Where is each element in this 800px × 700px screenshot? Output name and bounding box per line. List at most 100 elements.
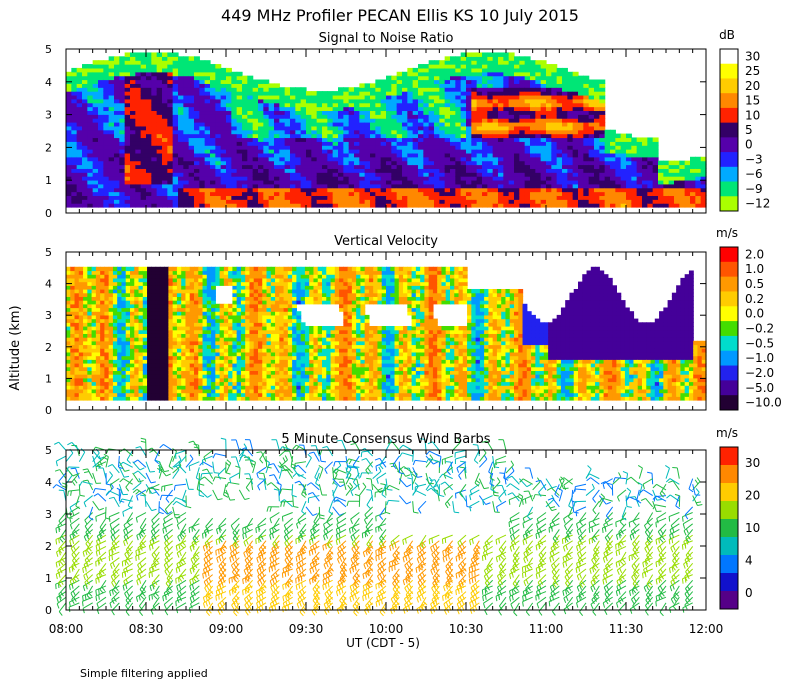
snr-cell xyxy=(327,187,334,193)
snr-cell xyxy=(108,94,115,100)
snr-cell xyxy=(322,106,328,112)
velocity-cell xyxy=(108,388,114,394)
snr-cell xyxy=(300,152,307,158)
velocity-cell xyxy=(130,374,135,379)
velocity-cell xyxy=(130,396,135,401)
snr-cell xyxy=(338,183,344,189)
snr-cell xyxy=(396,187,403,193)
snr-cell xyxy=(306,149,312,154)
snr-cell xyxy=(108,199,115,204)
snr-cell xyxy=(87,94,94,100)
snr-cell xyxy=(306,106,312,112)
snr-cell xyxy=(183,172,190,177)
snr-cell xyxy=(556,110,563,115)
velocity-cell xyxy=(168,396,174,401)
snr-cell xyxy=(204,203,211,208)
snr-cell xyxy=(439,87,446,92)
velocity-cell xyxy=(74,270,80,275)
snr-cell xyxy=(375,168,382,173)
snr-cell xyxy=(439,141,446,146)
snr-cell xyxy=(700,164,707,169)
snr-cell xyxy=(492,164,499,169)
snr-cell xyxy=(199,94,206,100)
snr-cell xyxy=(428,83,435,88)
snr-cell xyxy=(482,137,488,142)
snr-cell xyxy=(599,149,606,154)
velocity-cell xyxy=(121,340,127,346)
snr-cell xyxy=(391,145,398,150)
velocity-cell xyxy=(70,377,76,383)
snr-cell xyxy=(146,71,152,77)
velocity-cell xyxy=(87,296,93,301)
snr-cell xyxy=(588,122,595,127)
snr-cell xyxy=(535,191,542,197)
snr-cell xyxy=(103,176,110,181)
velocity-cell xyxy=(172,385,178,390)
snr-cell xyxy=(194,152,200,158)
snr-cell xyxy=(258,179,264,185)
snr-cell xyxy=(663,176,670,181)
snr-cell xyxy=(508,133,515,139)
snr-cell xyxy=(343,172,350,177)
snr-cell xyxy=(476,87,483,92)
velocity-cell xyxy=(155,303,161,309)
snr-cell xyxy=(263,176,270,181)
snr-cell xyxy=(268,110,275,115)
snr-cell xyxy=(455,179,462,185)
snr-cell xyxy=(439,64,446,69)
snr-cell xyxy=(231,137,238,142)
snr-cell xyxy=(594,160,600,166)
snr-cell xyxy=(679,164,686,169)
snr-cell xyxy=(514,114,520,119)
snr-cell xyxy=(354,156,360,162)
snr-cell xyxy=(434,187,440,193)
snr-cell xyxy=(530,168,536,173)
velocity-cell xyxy=(108,303,114,309)
snr-cell xyxy=(359,195,366,200)
snr-cell xyxy=(588,137,595,142)
snr-cell xyxy=(146,122,152,127)
snr-cell xyxy=(396,164,403,169)
snr-cell xyxy=(295,168,302,173)
snr-cell xyxy=(140,118,147,123)
snr-cell xyxy=(444,60,451,65)
snr-cell xyxy=(322,125,328,131)
snr-cell xyxy=(386,160,392,166)
velocity-cell xyxy=(164,355,169,360)
velocity-cell xyxy=(159,266,165,272)
snr-cell xyxy=(535,60,542,65)
snr-cell xyxy=(690,203,696,208)
snr-cell xyxy=(327,203,334,208)
snr-cell xyxy=(279,110,286,115)
snr-cell xyxy=(172,129,179,135)
snr-cell xyxy=(114,67,120,73)
velocity-cell xyxy=(83,318,88,323)
snr-cell xyxy=(290,102,296,108)
snr-cell xyxy=(492,199,499,204)
snr-cell xyxy=(71,187,78,193)
snr-cell xyxy=(332,114,339,119)
velocity-cell xyxy=(168,340,174,346)
velocity-cell xyxy=(130,359,135,364)
snr-cell xyxy=(178,67,184,73)
snr-cell xyxy=(103,145,110,150)
snr-cell xyxy=(274,183,280,189)
snr-cell xyxy=(258,91,264,96)
snr-cell xyxy=(482,106,488,112)
snr-cell xyxy=(284,114,291,119)
velocity-cell xyxy=(134,355,140,360)
snr-cell xyxy=(370,102,376,108)
snr-cell xyxy=(418,172,424,177)
snr-cell xyxy=(503,91,510,96)
snr-cell xyxy=(247,172,254,177)
snr-cell xyxy=(226,191,232,197)
snr-cell xyxy=(87,164,94,169)
snr-cell xyxy=(583,79,590,84)
snr-cell xyxy=(316,183,323,189)
snr-cell xyxy=(66,203,72,208)
snr-cell xyxy=(556,133,563,139)
snr-cell xyxy=(204,164,211,169)
snr-cell xyxy=(247,137,254,142)
velocity-cell xyxy=(138,351,144,357)
snr-cell xyxy=(199,91,206,96)
